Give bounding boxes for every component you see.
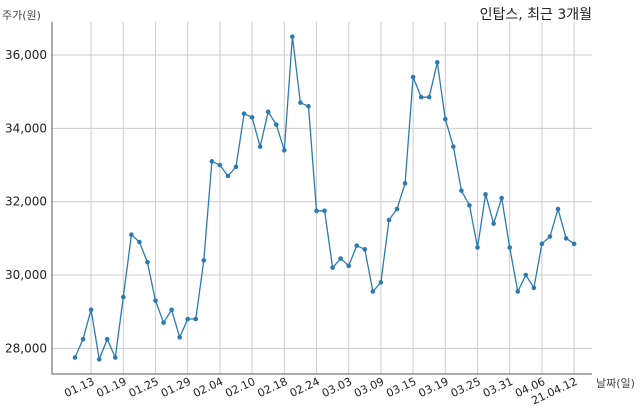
x-axis-label: 날짜(일) xyxy=(596,376,635,390)
data-point xyxy=(362,247,368,252)
data-point xyxy=(177,335,182,340)
data-point xyxy=(571,241,577,247)
data-point xyxy=(370,289,376,294)
x-tick-labels: 01.1301.1901.2501.2902.0402.1002.1802.24… xyxy=(62,375,579,407)
data-point xyxy=(249,115,255,120)
grid-lines xyxy=(52,22,592,374)
y-tick-label: 36,000 xyxy=(5,48,47,62)
data-point xyxy=(547,234,553,239)
data-point xyxy=(523,272,529,278)
data-point xyxy=(531,285,537,291)
series-price xyxy=(72,34,577,362)
data-point xyxy=(241,111,247,116)
data-point xyxy=(475,245,480,250)
data-point xyxy=(201,258,207,263)
data-point xyxy=(185,316,190,322)
data-point xyxy=(451,144,456,149)
data-point xyxy=(402,181,408,186)
data-point xyxy=(507,245,512,250)
data-point xyxy=(233,164,239,170)
data-point xyxy=(129,232,134,237)
data-point xyxy=(88,307,94,313)
x-tick-label: 03.03 xyxy=(320,375,354,400)
y-axis-label: 주가(원) xyxy=(2,9,41,22)
data-point xyxy=(121,294,126,300)
data-point xyxy=(555,206,561,212)
series-line xyxy=(74,36,575,362)
x-tick-label: 02.10 xyxy=(223,375,257,400)
data-point xyxy=(499,195,504,201)
x-tick-label: 03.25 xyxy=(449,375,483,400)
data-point xyxy=(298,100,303,105)
data-point xyxy=(467,203,472,208)
data-point xyxy=(153,298,158,303)
data-point xyxy=(410,74,416,80)
y-tick-label: 30,000 xyxy=(5,268,47,282)
data-point xyxy=(273,122,279,127)
data-point xyxy=(354,243,360,248)
data-point xyxy=(386,217,392,223)
data-point xyxy=(104,336,110,342)
data-point xyxy=(290,34,295,39)
chart-title: 인탑스, 최근 3개월 xyxy=(480,7,592,23)
data-point xyxy=(539,241,545,247)
y-tick-labels: 28,000 30,000 32,000 34,000 36,000 xyxy=(5,48,47,355)
data-point xyxy=(491,221,496,226)
data-point xyxy=(257,144,263,149)
data-point xyxy=(426,94,432,100)
data-point xyxy=(515,289,521,294)
data-point xyxy=(418,94,424,100)
data-point xyxy=(394,206,400,212)
data-point xyxy=(330,265,335,270)
x-tick-label: 01.29 xyxy=(159,375,193,400)
y-tick-label: 32,000 xyxy=(5,195,47,209)
data-point xyxy=(314,208,319,214)
y-tick-label: 28,000 xyxy=(5,341,47,355)
data-point xyxy=(217,162,223,168)
x-tick-label: 03.09 xyxy=(352,375,386,400)
data-point xyxy=(378,280,384,285)
axes xyxy=(51,22,592,375)
data-point xyxy=(193,316,199,322)
data-point xyxy=(137,239,142,245)
data-point xyxy=(209,159,215,164)
data-point xyxy=(265,109,271,115)
x-tick-label: 01.19 xyxy=(95,375,129,400)
data-point xyxy=(96,357,102,362)
data-point xyxy=(338,256,343,261)
data-point xyxy=(161,320,166,325)
data-point xyxy=(322,208,327,214)
x-tick-label: 02.04 xyxy=(191,375,225,400)
data-point xyxy=(483,192,488,197)
data-point xyxy=(80,336,86,342)
data-point xyxy=(282,148,287,153)
x-tick-label: 02.24 xyxy=(288,375,322,400)
data-point xyxy=(306,104,311,109)
data-point xyxy=(112,355,118,360)
data-point xyxy=(72,355,78,360)
x-tick-label: 01.13 xyxy=(62,375,96,400)
y-tick-label: 34,000 xyxy=(5,121,47,135)
data-point xyxy=(225,173,231,179)
data-point xyxy=(434,60,440,65)
x-tick-label: 03.15 xyxy=(384,375,418,400)
x-tick-label: 03.19 xyxy=(417,375,451,400)
data-point xyxy=(459,188,464,193)
data-point xyxy=(563,236,569,241)
x-tick-label: 01.25 xyxy=(127,375,161,400)
x-tick-label: 03.31 xyxy=(481,375,515,400)
data-point xyxy=(443,116,448,122)
data-point xyxy=(346,263,352,269)
x-tick-label: 02.18 xyxy=(256,375,290,400)
data-point xyxy=(145,259,150,265)
data-point xyxy=(169,307,174,313)
